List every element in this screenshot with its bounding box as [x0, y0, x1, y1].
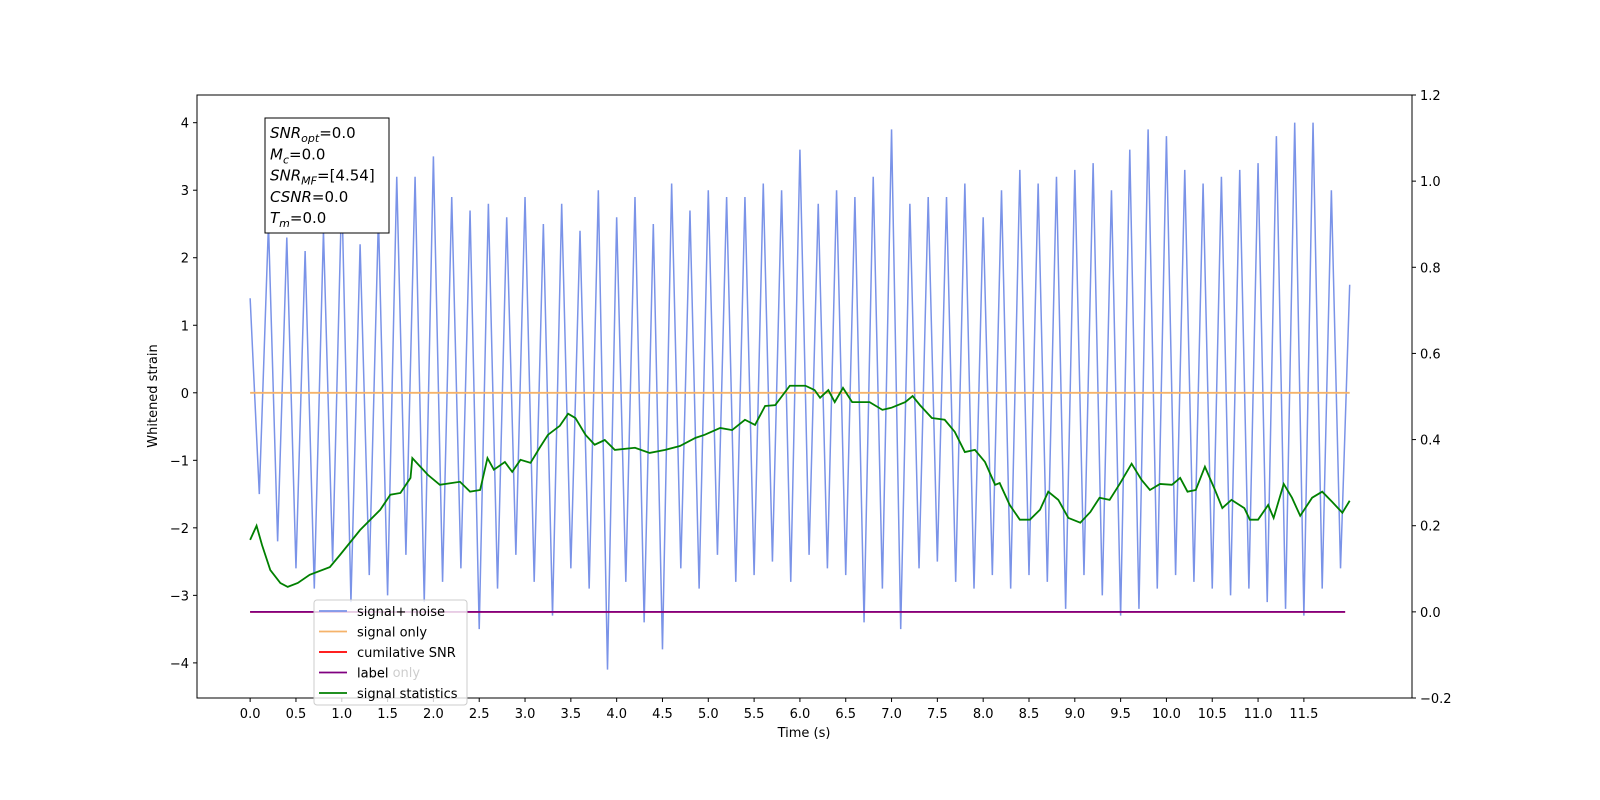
x-axis-label: Time (s)	[777, 726, 831, 741]
x-tick-label: 7.0	[881, 707, 902, 722]
stats-sub: opt	[301, 132, 320, 145]
stats-name: CSNR	[270, 188, 312, 206]
legend-label: signal statistics	[357, 687, 458, 702]
x-tick-label: 11.0	[1244, 707, 1273, 722]
y2-tick-label: 0.4	[1420, 434, 1441, 449]
stats-line: SNRMF=[4.54]	[270, 167, 375, 188]
y-tick-label: −1	[170, 454, 189, 469]
y-tick-label: −3	[170, 589, 189, 604]
x-tick-label: 3.0	[515, 707, 536, 722]
legend-label: cumilative SNR	[357, 646, 456, 661]
y-tick-label: 1	[181, 319, 189, 334]
stats-name: SNR	[270, 167, 301, 185]
x-tick-label: 4.0	[606, 707, 627, 722]
stats-sub: MF	[301, 175, 317, 188]
stats-line: Mc=0.0	[270, 145, 325, 166]
y2-tick-label: 0.0	[1420, 606, 1441, 621]
legend-box	[313, 599, 468, 706]
y-axis-label: Whitened strain	[146, 344, 161, 447]
stats-name: SNR	[270, 124, 301, 142]
y-tick-label: 3	[181, 184, 189, 199]
x-tick-label: 2.5	[469, 707, 490, 722]
stats-line: CSNR=0.0	[270, 188, 348, 206]
x-tick-label: 9.0	[1064, 707, 1085, 722]
stats-value: =0.0	[290, 209, 326, 227]
y2-tick-label: 1.0	[1420, 175, 1441, 190]
x-tick-label: 6.5	[835, 707, 856, 722]
stats-name: T	[270, 209, 281, 227]
series-line	[249, 384, 1351, 588]
x-tick-label: 4.5	[652, 707, 673, 722]
x-tick-label: 8.5	[1019, 707, 1040, 722]
x-tick-label: 2.0	[423, 707, 444, 722]
stats-value: =0.0	[289, 145, 325, 163]
x-tick-label: 9.5	[1110, 707, 1131, 722]
x-tick-label: 10.5	[1198, 707, 1227, 722]
stats-box	[264, 117, 390, 234]
stats-sub: c	[283, 153, 289, 166]
x-tick-label: 3.5	[561, 707, 582, 722]
x-tick-label: 0.5	[286, 707, 307, 722]
x-tick-label: 5.5	[744, 707, 765, 722]
x-tick-label: 11.5	[1289, 707, 1318, 722]
x-tick-label: 0.0	[240, 707, 261, 722]
y-tick-label: 0	[181, 387, 189, 402]
legend-label: signal+ noise	[357, 605, 445, 620]
x-tick-label: 8.0	[973, 707, 994, 722]
y2-tick-label: 0.2	[1420, 520, 1441, 535]
y-tick-label: −2	[170, 522, 189, 537]
x-tick-label: 1.0	[331, 707, 352, 722]
stats-value: =[4.54]	[317, 167, 375, 185]
x-tick-label: 5.0	[698, 707, 719, 722]
y-tick-label: −4	[170, 657, 189, 672]
y2-tick-label: 0.6	[1420, 347, 1441, 362]
y2-tick-label: 0.8	[1420, 261, 1441, 276]
y-tick-label: 4	[181, 117, 189, 132]
stats-sub: m	[279, 217, 290, 230]
y2-tick-label: 1.2	[1420, 89, 1441, 104]
stats-line: SNRopt=0.0	[270, 124, 356, 145]
stats-value: =0.0	[319, 124, 355, 142]
legend-label: label	[357, 667, 388, 682]
stats-line: Tm=0.0	[270, 209, 326, 230]
stats-name: M	[270, 145, 283, 163]
x-tick-label: 10.0	[1152, 707, 1181, 722]
plot-frame	[196, 94, 1413, 699]
x-tick-label: 1.5	[377, 707, 398, 722]
x-tick-label: 7.5	[927, 707, 948, 722]
y2-tick-label: −0.2	[1420, 692, 1452, 707]
stats-value: =0.0	[312, 188, 348, 206]
series-line	[249, 122, 1351, 670]
x-tick-label: 6.0	[790, 707, 811, 722]
y-tick-label: 2	[181, 252, 189, 267]
legend-label: signal only	[357, 626, 427, 641]
